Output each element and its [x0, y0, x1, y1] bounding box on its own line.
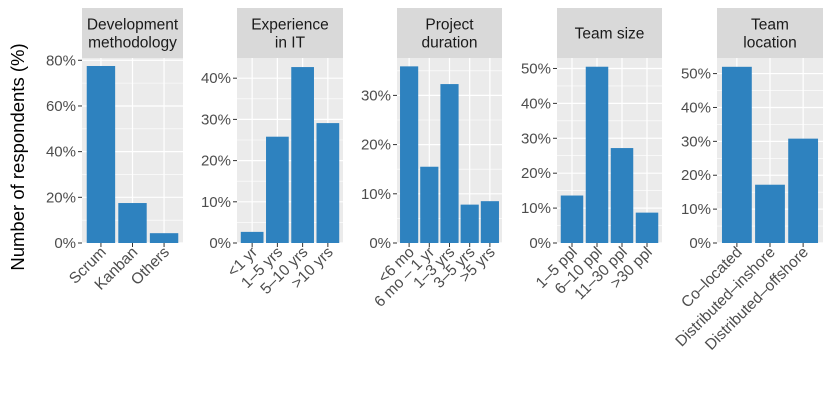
bar-2	[266, 136, 289, 243]
y-tick-label: 0%	[689, 235, 711, 252]
y-tick-label: 20%	[521, 165, 551, 182]
y-tick-label: 20%	[361, 137, 391, 154]
facet-panel-1: Developmentmethodology0%20%40%60%80%Scru…	[46, 8, 183, 294]
y-tick-label: 80%	[46, 52, 76, 69]
y-tick-label: 20%	[201, 153, 231, 170]
facet-title-line: Development	[87, 17, 179, 34]
bar-2	[755, 184, 785, 243]
facet-title-line: Team	[751, 17, 789, 34]
y-tick-label: 40%	[681, 99, 711, 116]
bar-2	[585, 66, 609, 244]
y-tick-label: 40%	[521, 95, 551, 112]
bar-4	[460, 204, 479, 243]
bar-5	[480, 201, 499, 243]
y-tick-label: 30%	[681, 133, 711, 150]
y-tick-label: 10%	[361, 186, 391, 203]
y-tick-label: 10%	[201, 194, 231, 211]
facet-title-line: location	[743, 35, 796, 52]
facet-strip	[717, 8, 823, 58]
bar-1	[560, 195, 584, 243]
bar-1	[400, 66, 419, 243]
facet-panels: Developmentmethodology0%20%40%60%80%Scru…	[46, 8, 823, 354]
facet-title-line: Experience	[251, 17, 329, 34]
y-tick-label: 30%	[361, 87, 391, 104]
y-tick-label: 40%	[46, 144, 76, 161]
y-tick-label: 20%	[681, 167, 711, 184]
bar-1	[721, 66, 752, 243]
facet-title-line: Project	[425, 17, 474, 34]
bar-3	[291, 67, 314, 243]
y-tick-label: 10%	[521, 200, 551, 217]
bar-1	[240, 231, 264, 243]
bar-2	[118, 203, 147, 243]
facet-title-line: Team size	[575, 26, 645, 43]
y-tick-label: 10%	[681, 201, 711, 218]
y-tick-label: 50%	[521, 60, 551, 77]
bar-4	[316, 123, 340, 243]
y-tick-label: 60%	[46, 98, 76, 115]
y-tick-label: 0%	[369, 235, 391, 252]
y-tick-label: 0%	[54, 235, 76, 252]
bar-3	[610, 148, 634, 243]
bar-3	[788, 138, 819, 243]
facet-panel-5: Teamlocation0%10%20%30%40%50%Co–locatedD…	[672, 8, 823, 354]
y-tick-label: 20%	[46, 189, 76, 206]
bar-4	[635, 212, 659, 243]
facet-title-line: in IT	[275, 35, 306, 52]
y-tick-label: 30%	[201, 111, 231, 128]
y-tick-label: 40%	[201, 70, 231, 87]
facet-strip	[397, 8, 502, 58]
facet-strip	[237, 8, 343, 58]
bar-3	[149, 233, 179, 243]
facet-strip	[82, 8, 183, 58]
y-tick-label: 0%	[529, 235, 551, 252]
bar-3	[440, 84, 459, 244]
y-tick-label: 50%	[681, 66, 711, 83]
facet-title-line: duration	[421, 35, 477, 52]
y-tick-label: 30%	[521, 130, 551, 147]
facet-title-line: methodology	[88, 35, 177, 52]
y-tick-label: 0%	[209, 235, 231, 252]
bar-2	[420, 166, 439, 243]
facet-strip	[557, 8, 662, 58]
bar-1	[86, 65, 116, 243]
y-axis-title: Number of respondents (%)	[7, 43, 28, 270]
